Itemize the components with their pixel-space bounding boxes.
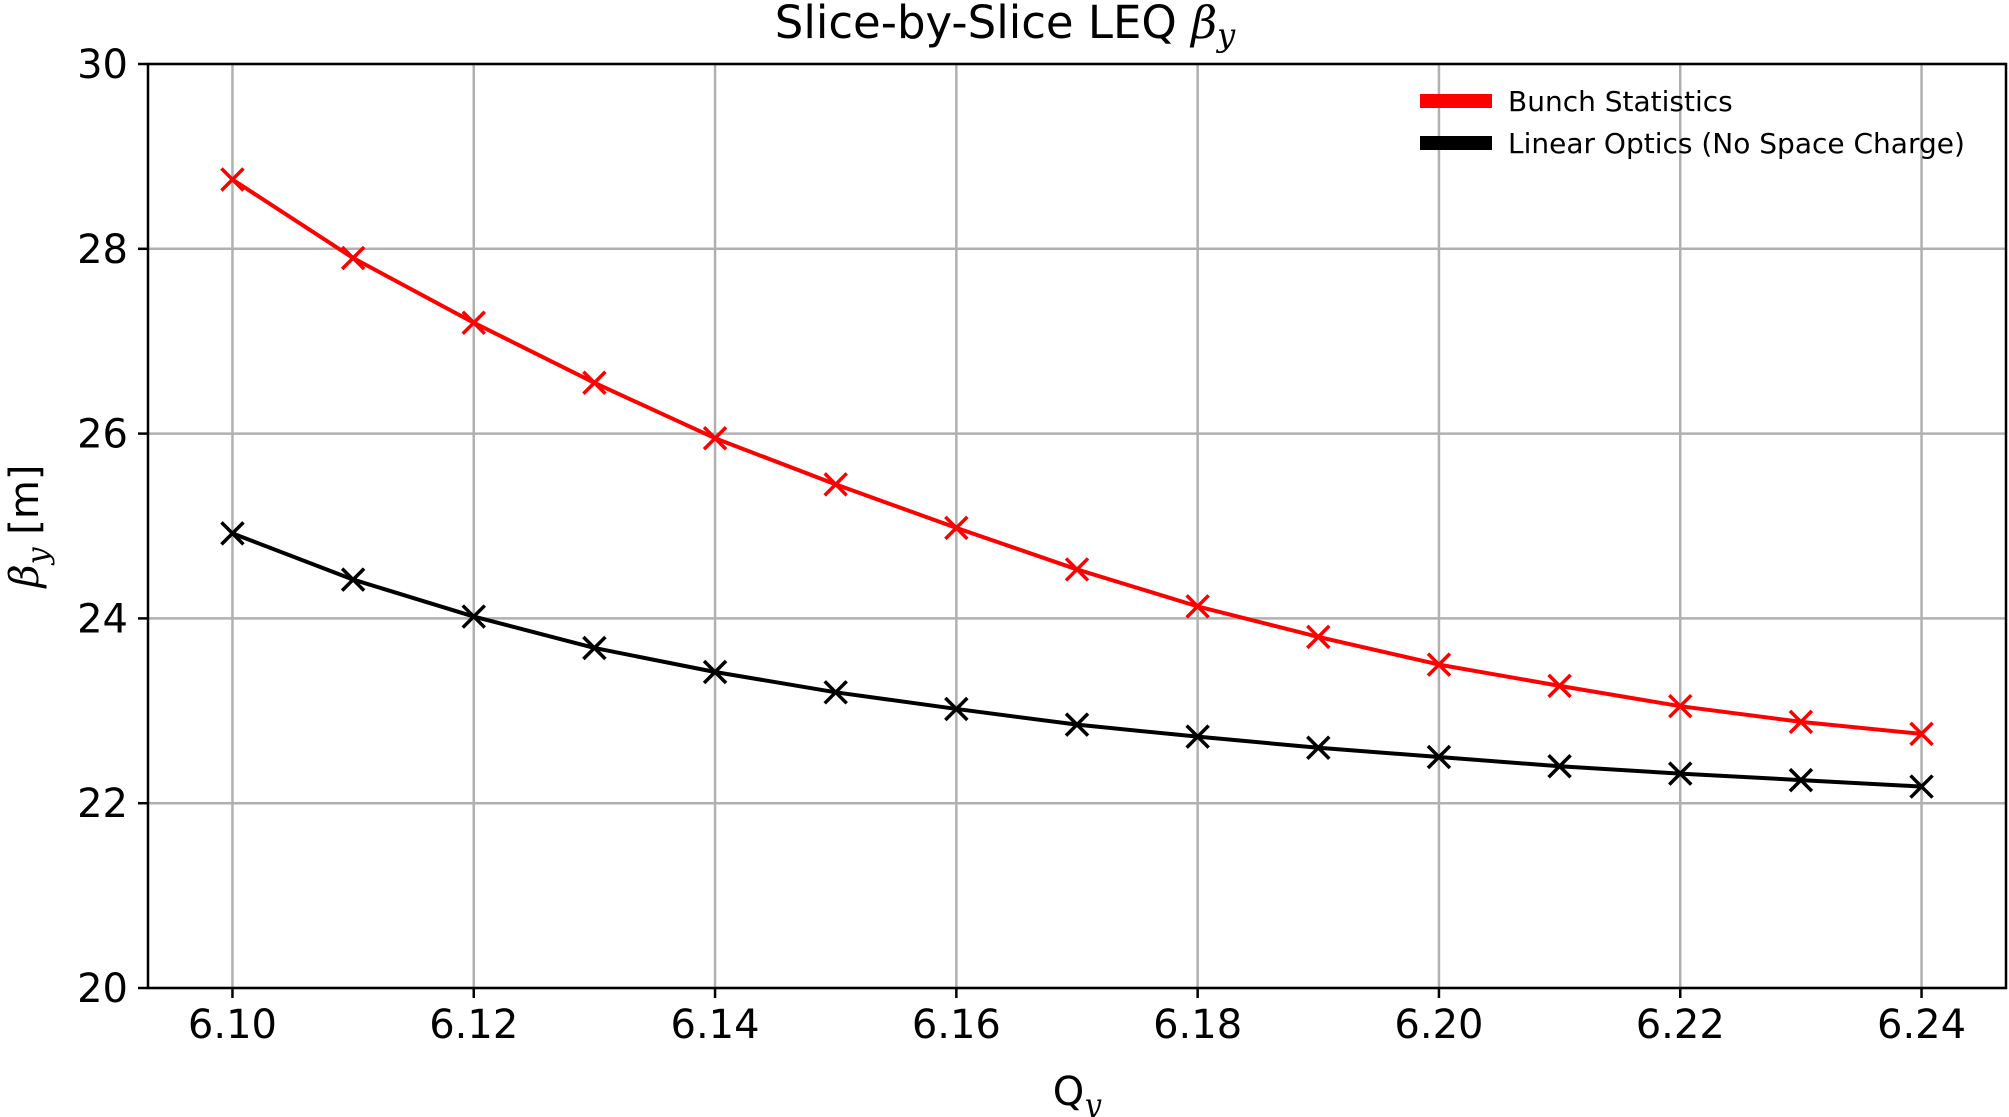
axis-ticks: 6.10 6.12 6.14 6.16 6.18 6.20 6.22 6.24 20 22 24 26… — [77, 42, 1966, 1048]
data-point-marker — [1064, 557, 1090, 582]
data-point-marker — [944, 696, 969, 722]
y-tick-label: 22 — [77, 781, 128, 827]
x-tick-label: 6.22 — [1636, 1002, 1725, 1048]
data-point-marker — [702, 425, 728, 451]
data-point-marker — [220, 167, 245, 192]
data-point-marker — [340, 567, 366, 592]
plot-area — [220, 167, 1934, 799]
data-point-marker — [1909, 721, 1934, 747]
data-point-marker — [823, 680, 848, 705]
x-tick-label: 6.24 — [1877, 1002, 1966, 1048]
x-tick-label: 6.14 — [671, 1002, 760, 1048]
grid — [148, 62, 2006, 990]
data-point-marker — [1668, 693, 1693, 719]
data-point-marker — [461, 310, 486, 335]
y-tick-label: 24 — [77, 596, 128, 642]
x-tick-label: 6.10 — [188, 1002, 277, 1048]
data-point-marker — [1426, 744, 1452, 770]
data-point-marker — [220, 521, 245, 546]
plot-frame — [146, 62, 2008, 990]
data-point-marker — [1547, 754, 1572, 779]
y-tick-label: 20 — [77, 966, 128, 1012]
data-point-marker — [1306, 624, 1331, 650]
data-point-marker — [702, 659, 728, 685]
legend: Bunch Statistics Linear Optics (No Space… — [1420, 85, 1965, 160]
y-tick-label: 28 — [77, 227, 128, 273]
data-point-marker — [1909, 774, 1934, 799]
data-point-marker — [340, 245, 366, 271]
chart-title-subscript: y — [1215, 16, 1236, 54]
data-point-marker — [1185, 594, 1210, 619]
data-point-marker — [461, 604, 486, 629]
data-point-marker — [1185, 724, 1210, 749]
y-tick-label: 30 — [77, 42, 128, 88]
y-axis-label: βy [m] — [2, 465, 56, 590]
x-tick-label: 6.20 — [1394, 1002, 1483, 1048]
data-point-marker — [1547, 673, 1572, 699]
data-point-marker — [1064, 712, 1090, 737]
chart-title: Slice-by-Slice LEQ βy — [775, 0, 1236, 54]
y-tick-label: 26 — [77, 412, 128, 458]
data-point-marker — [1788, 709, 1814, 735]
data-point-marker — [1788, 767, 1814, 793]
data-point-marker — [944, 515, 969, 541]
chart-title-symbol: β — [1189, 0, 1217, 49]
x-tick-label: 6.18 — [1153, 1002, 1242, 1048]
data-point-marker — [1668, 761, 1693, 786]
data-point-marker — [1306, 735, 1331, 760]
x-tick-label: 6.12 — [429, 1002, 518, 1048]
series-line-bunch-statistics — [231, 177, 1922, 736]
data-point-marker — [1426, 652, 1452, 677]
data-point-marker — [582, 370, 607, 396]
x-axis-label: Qy — [1053, 1069, 1102, 1117]
data-point-marker — [823, 472, 848, 497]
legend-label-bunch-statistics: Bunch Statistics — [1508, 85, 1733, 118]
x-tick-label: 6.16 — [912, 1002, 1001, 1048]
data-point-marker — [582, 635, 607, 661]
legend-label-linear-optics: Linear Optics (No Space Charge) — [1508, 127, 1965, 160]
